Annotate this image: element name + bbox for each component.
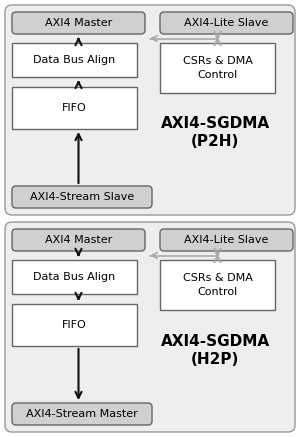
FancyBboxPatch shape (5, 222, 295, 432)
FancyBboxPatch shape (12, 12, 145, 34)
Bar (12, 260, 137, 294)
FancyBboxPatch shape (160, 229, 293, 251)
FancyBboxPatch shape (160, 12, 293, 34)
Text: AXI4 Master: AXI4 Master (45, 18, 112, 28)
Text: AXI4-Lite Slave: AXI4-Lite Slave (184, 18, 269, 28)
Text: FIFO: FIFO (62, 320, 87, 330)
Text: Data Bus Align: Data Bus Align (33, 55, 116, 65)
Text: AXI4-SGDMA: AXI4-SGDMA (160, 333, 270, 348)
Bar (12, 304, 137, 346)
Bar (160, 43, 275, 93)
Text: (P2H): (P2H) (191, 135, 239, 149)
Text: AXI4-Stream Master: AXI4-Stream Master (26, 409, 138, 419)
Text: (H2P): (H2P) (191, 351, 239, 367)
Bar (12, 87, 137, 129)
Text: AXI4 Master: AXI4 Master (45, 235, 112, 245)
Text: AXI4-Stream Slave: AXI4-Stream Slave (30, 192, 134, 202)
Bar (160, 260, 275, 310)
Text: Data Bus Align: Data Bus Align (33, 272, 116, 282)
Text: CSRs & DMA
Control: CSRs & DMA Control (183, 274, 252, 297)
Text: AXI4-Lite Slave: AXI4-Lite Slave (184, 235, 269, 245)
FancyBboxPatch shape (12, 186, 152, 208)
FancyBboxPatch shape (12, 229, 145, 251)
FancyBboxPatch shape (12, 403, 152, 425)
Text: FIFO: FIFO (62, 103, 87, 113)
FancyBboxPatch shape (5, 5, 295, 215)
Text: AXI4-SGDMA: AXI4-SGDMA (160, 117, 270, 132)
Bar (12, 43, 137, 77)
Text: CSRs & DMA
Control: CSRs & DMA Control (183, 56, 252, 80)
